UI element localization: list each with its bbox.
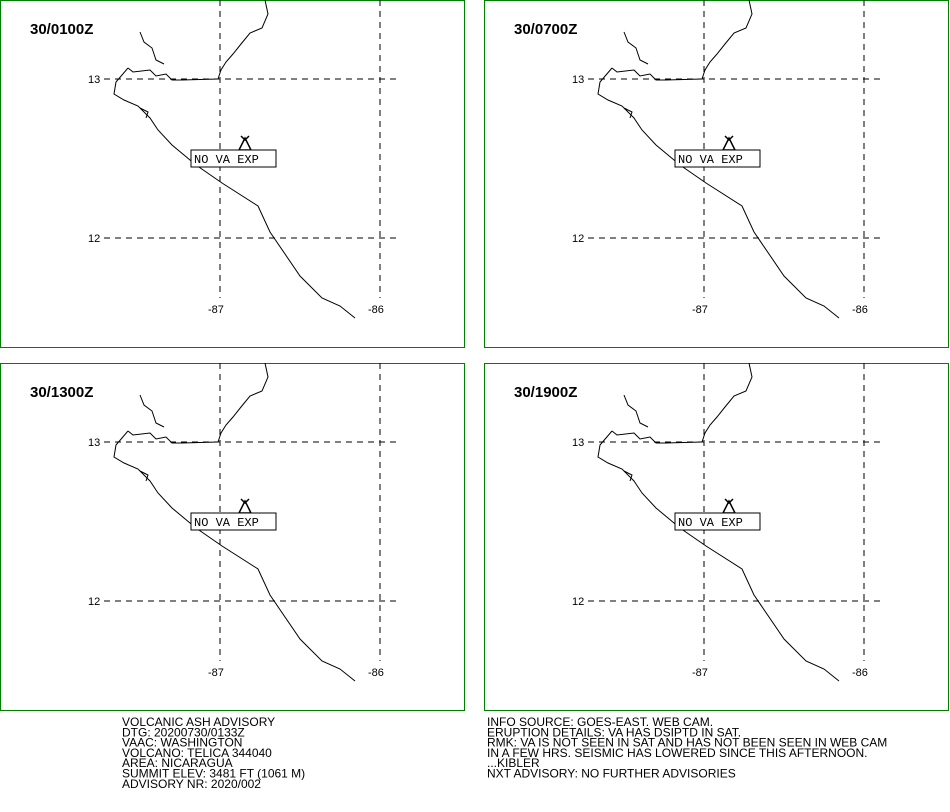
advisory-line: RMK: VA IS NOT SEEN IN SAT AND HAS NOT B… (487, 736, 887, 750)
map-panel: 13 12 -87 -86 NO VA EXP 30/1900Z (484, 362, 949, 711)
panel-time: 30/0100Z (30, 21, 93, 38)
advisory-line: VOLCANO: TELICA 344040 (122, 746, 272, 760)
advisory-line: VOLCANIC ASH ADVISORY (122, 715, 275, 729)
advisory-line: ...KIBLER (487, 756, 540, 770)
advisory-line: SUMMIT ELEV: 3481 FT (1061 M) (122, 767, 305, 781)
map-panel: 13 12 -87 -86 NO VA EXP 30/0700Z (484, 0, 949, 348)
panel-time: 30/1300Z (30, 384, 93, 401)
advisory-line: ERUPTION DETAILS: VA HAS DSIPTD IN SAT. (487, 725, 741, 739)
latitude-label: 13 (88, 74, 100, 86)
panel-time: 30/1900Z (514, 384, 577, 401)
map-panel: 13 12 -87 -86 NO VA EXP 30/1300Z (0, 362, 465, 711)
panel-border (0, 0, 465, 348)
latitude-label: 12 (88, 596, 100, 608)
advisory-line: NXT ADVISORY: NO FURTHER ADVISORIES (487, 767, 736, 781)
advisory-line: INFO SOURCE: GOES-EAST. WEB CAM. (487, 715, 713, 729)
latitude-label: 12 (572, 596, 584, 608)
latitude-label: 12 (572, 233, 584, 245)
status-text: NO VA EXP (678, 153, 743, 167)
status-box (190, 512, 277, 531)
status-text: NO VA EXP (194, 153, 259, 167)
latitude-label: 13 (88, 437, 100, 449)
latitude-label: 13 (572, 437, 584, 449)
panel-border (484, 363, 949, 711)
longitude-label: -87 (692, 667, 708, 679)
longitude-label: -87 (692, 304, 708, 316)
panel-border (484, 0, 949, 348)
longitude-label: -87 (208, 667, 224, 679)
status-text: NO VA EXP (194, 516, 259, 530)
volcano-symbol (721, 135, 737, 151)
advisory-line: VAAC: WASHINGTON (122, 736, 242, 750)
status-text: NO VA EXP (678, 516, 743, 530)
map-panel: 13 12 -87 -86 NO VA EXP 30/0100Z (0, 0, 465, 348)
longitude-label: -86 (852, 667, 868, 679)
longitude-label: -86 (368, 304, 384, 316)
longitude-label: -87 (208, 304, 224, 316)
panels: 13 12 -87 -86 NO VA EXP 30/0100Z 13 12 -87 -86 NO … (0, 0, 949, 711)
advisory-line: ADVISORY NR: 2020/002 (122, 777, 261, 791)
longitude-label: -86 (368, 667, 384, 679)
panel-border (0, 363, 465, 711)
status-box (674, 512, 761, 531)
volcano-symbol (237, 498, 253, 514)
advisory-line: IN A FEW HRS. SEISMIC HAS LOWERED SINCE … (487, 746, 868, 760)
advisory-line: DTG: 20200730/0133Z (122, 725, 245, 739)
longitude-label: -86 (852, 304, 868, 316)
latitude-label: 13 (572, 74, 584, 86)
advisory-line: AREA: NICARAGUA (122, 756, 233, 770)
panel-time: 30/0700Z (514, 21, 577, 38)
latitude-label: 12 (88, 233, 100, 245)
volcano-symbol (237, 135, 253, 151)
status-box (674, 149, 761, 168)
status-box (190, 149, 277, 168)
volcano-symbol (721, 498, 737, 514)
